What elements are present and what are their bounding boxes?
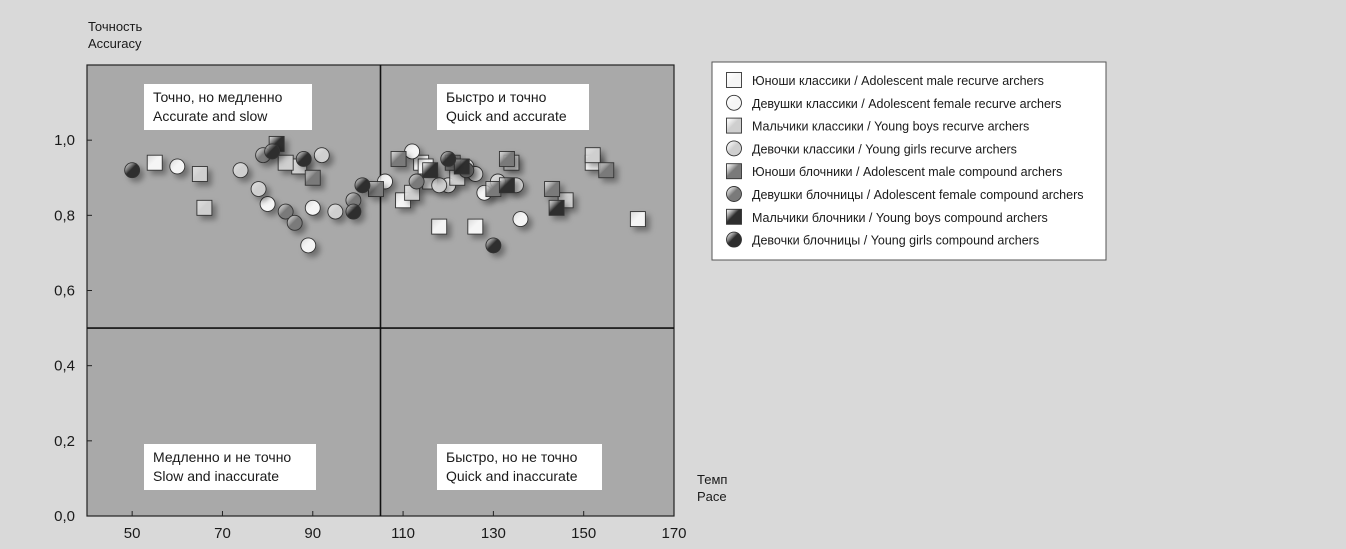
data-point-circle <box>304 199 321 216</box>
legend-marker-circle <box>726 94 742 111</box>
y-tick-label: 0,4 <box>54 358 75 375</box>
x-tick-label: 130 <box>481 525 506 542</box>
y-axis-title-line2: Accuracy <box>88 36 142 51</box>
data-point-circle <box>408 173 425 190</box>
data-point-circle <box>124 162 141 179</box>
x-tick-label: 50 <box>124 525 141 542</box>
data-point-square <box>390 151 407 167</box>
data-point-square <box>598 162 615 179</box>
x-axis-title-line2: Pace <box>697 489 727 504</box>
quadrant-label-accurate-slow-ru: Точно, но медленно <box>153 89 283 105</box>
data-point-circle <box>264 143 281 160</box>
y-tick-label: 0,0 <box>54 508 75 525</box>
data-point-square <box>431 218 448 235</box>
series-8 <box>124 143 502 254</box>
data-point-square <box>422 162 439 179</box>
x-tick-label: 90 <box>304 525 321 542</box>
legend-entry-label: Девушки классики / Adolescent female rec… <box>752 97 1061 111</box>
data-point-circle <box>277 203 294 220</box>
data-point-square <box>453 158 470 175</box>
data-point-circle <box>232 162 249 179</box>
data-point-square <box>368 181 384 197</box>
quadrant-label-quick-accurate-en: Quick and accurate <box>446 108 567 124</box>
legend-marker-square <box>726 208 742 225</box>
legend-marker-circle <box>726 186 742 202</box>
legend-entry-label: Девушки блочницы / Adolescent female com… <box>752 188 1084 202</box>
data-point-circle <box>286 214 303 231</box>
data-point-square <box>146 154 163 171</box>
legend-marker-square <box>726 163 742 180</box>
quadrant-label-quick-inaccurate-ru: Быстро, но не точно <box>446 449 578 465</box>
quadrant-label-box-quick-inaccurate <box>437 444 602 490</box>
legend-entry-label: Девочки классики / Young girls recurve a… <box>752 142 1017 156</box>
x-tick-label: 70 <box>214 525 231 542</box>
data-point-square <box>485 181 502 197</box>
legend-box <box>711 61 1107 261</box>
quadrant-label-box-quick-accurate <box>437 84 589 130</box>
quadrant-label-slow-inaccurate-en: Slow and inaccurate <box>153 468 279 484</box>
legend-marker-circle <box>726 231 742 248</box>
x-tick-label: 170 <box>661 525 686 542</box>
data-point-circle <box>512 211 529 228</box>
quadrant-label-slow-inaccurate-ru: Медленно и не точно <box>153 449 291 465</box>
legend-entry-label: Девочки блочницы / Young girls compound … <box>752 234 1039 248</box>
legend-entry-label: Мальчики блочники / Young boys compound … <box>752 211 1048 225</box>
quadrant-label-quick-accurate-ru: Быстро и точно <box>446 89 547 105</box>
data-point-circle <box>259 196 276 213</box>
x-tick-label: 110 <box>391 525 415 542</box>
data-point-square <box>196 199 213 216</box>
y-tick-label: 1,0 <box>54 132 75 149</box>
x-axis-title-line1: Темп <box>697 472 727 487</box>
series-7 <box>268 135 565 216</box>
data-point-circle <box>440 151 457 167</box>
data-point-square <box>498 177 515 194</box>
data-point-circle <box>431 177 448 194</box>
data-point-circle <box>313 147 330 164</box>
data-point-square <box>544 181 561 197</box>
data-point-square <box>304 169 321 186</box>
data-point-square <box>629 211 646 228</box>
data-point-circle <box>250 181 267 197</box>
data-point-circle <box>345 203 362 220</box>
legend-marker-square <box>726 72 742 88</box>
data-point-circle <box>300 237 317 254</box>
y-tick-label: 0,8 <box>54 207 75 224</box>
y-tick-label: 0,6 <box>54 283 75 300</box>
data-point-circle <box>354 177 371 194</box>
data-point-square <box>498 151 515 167</box>
data-point-circle <box>295 151 312 167</box>
legend-entry-label: Мальчики классики / Young boys recurve a… <box>752 120 1029 134</box>
series-6 <box>255 147 475 231</box>
quadrant-label-quick-inaccurate-en: Quick and inaccurate <box>446 468 578 484</box>
y-tick-label: 0,2 <box>54 433 75 450</box>
quadrant-label-box-slow-inaccurate <box>144 444 316 490</box>
legend-marker-circle <box>726 140 742 157</box>
legend-marker-square <box>726 117 742 134</box>
legend-entry-label: Юноши классики / Adolescent male recurve… <box>752 74 1044 88</box>
data-point-circle <box>404 143 421 160</box>
quadrant-label-accurate-slow-en: Accurate and slow <box>153 108 268 124</box>
x-tick-label: 150 <box>571 525 596 542</box>
data-point-square <box>548 199 565 216</box>
data-point-square <box>467 218 484 235</box>
data-point-circle <box>327 203 344 220</box>
data-point-square <box>584 147 601 164</box>
data-point-square <box>277 154 294 171</box>
legend-entry-label: Юноши блочники / Adolescent male compoun… <box>752 165 1062 179</box>
quadrant-label-box-accurate-slow <box>144 84 312 130</box>
data-point-square <box>191 166 208 182</box>
y-axis-title-line1: Точность <box>88 19 143 34</box>
data-point-circle <box>485 237 502 254</box>
data-point-circle <box>169 158 186 175</box>
